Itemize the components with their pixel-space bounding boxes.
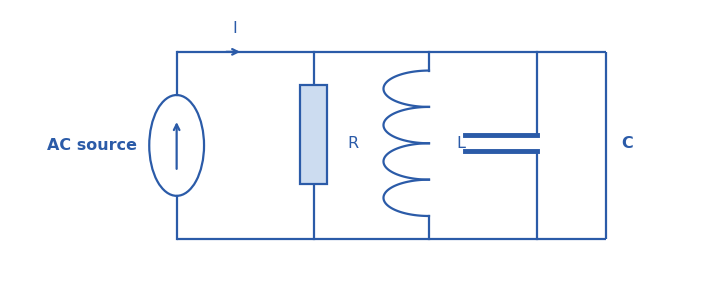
Text: AC source: AC source <box>47 138 137 153</box>
Text: C: C <box>622 137 633 151</box>
Text: R: R <box>348 137 358 151</box>
Text: L: L <box>456 137 465 151</box>
Text: I: I <box>232 21 236 36</box>
Bar <box>300 85 327 184</box>
